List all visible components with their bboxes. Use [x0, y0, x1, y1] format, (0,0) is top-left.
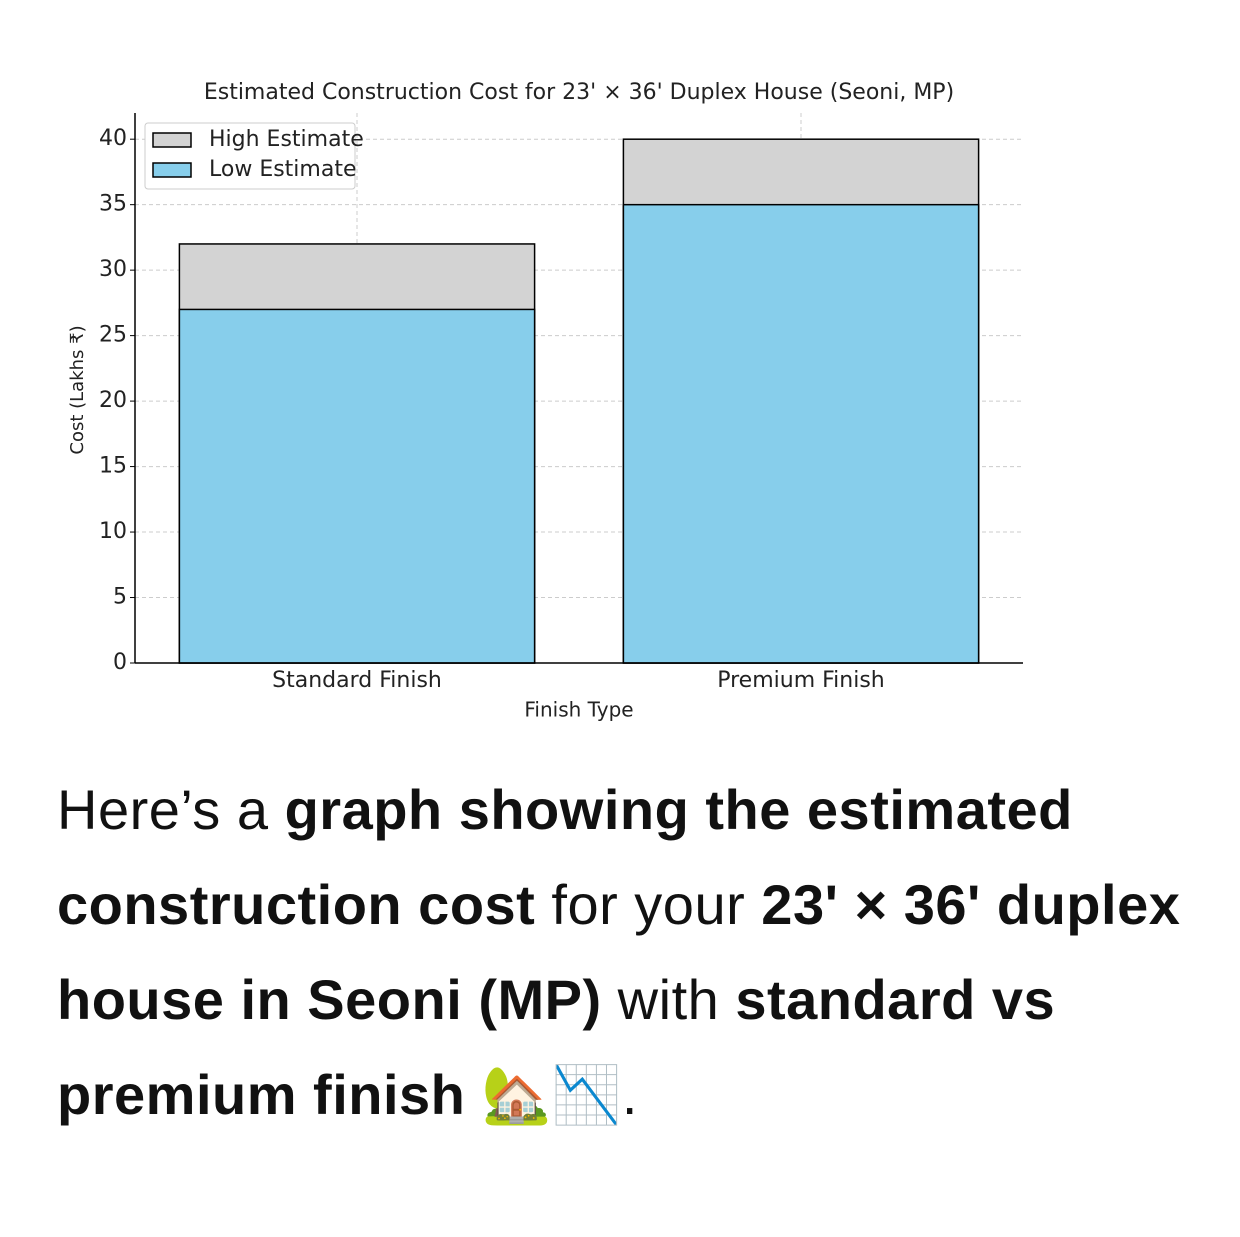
- bar: [622, 203, 980, 664]
- message-segment: with: [601, 968, 736, 1031]
- x-tick-label: Premium Finish: [717, 668, 885, 693]
- message-segment: standard vs premium finish: [57, 968, 1056, 1126]
- y-tick-label: 30: [99, 257, 127, 282]
- y-tick-label: 10: [99, 519, 127, 544]
- y-tick-label: 40: [99, 126, 127, 151]
- x-tick-label: Standard Finish: [272, 668, 442, 693]
- y-axis-label: Cost (Lakhs ₹): [67, 325, 88, 454]
- y-tick-label: 35: [99, 192, 127, 217]
- message-segment: graph showing the estimated construction…: [57, 778, 1073, 936]
- y-tick-label: 20: [99, 388, 127, 413]
- y-tick-label: 5: [113, 585, 127, 610]
- y-tick-label: 15: [99, 454, 127, 479]
- chart: Estimated Construction Cost for 23' × 36…: [67, 80, 1023, 722]
- legend-swatch: [152, 132, 192, 148]
- legend-label: Low Estimate: [209, 157, 357, 182]
- y-tick-label: 25: [99, 323, 127, 348]
- legend-box: [144, 122, 356, 190]
- message: Here’s a graph showing the estimated con…: [57, 762, 1207, 1142]
- legend-swatch: [152, 162, 192, 178]
- legend-label: High Estimate: [209, 127, 364, 152]
- message-segment: Here’s a: [57, 778, 285, 841]
- message-segment: for your: [535, 873, 762, 936]
- bar: [178, 308, 536, 664]
- x-axis-label: Finish Type: [524, 698, 633, 722]
- chart-title: Estimated Construction Cost for 23' × 36…: [204, 80, 954, 105]
- y-tick-label: 0: [113, 650, 127, 675]
- message-segment: 23' × 36' duplex house in Seoni (MP): [57, 873, 1181, 1031]
- message-segment: 🏡📉.: [465, 1063, 638, 1126]
